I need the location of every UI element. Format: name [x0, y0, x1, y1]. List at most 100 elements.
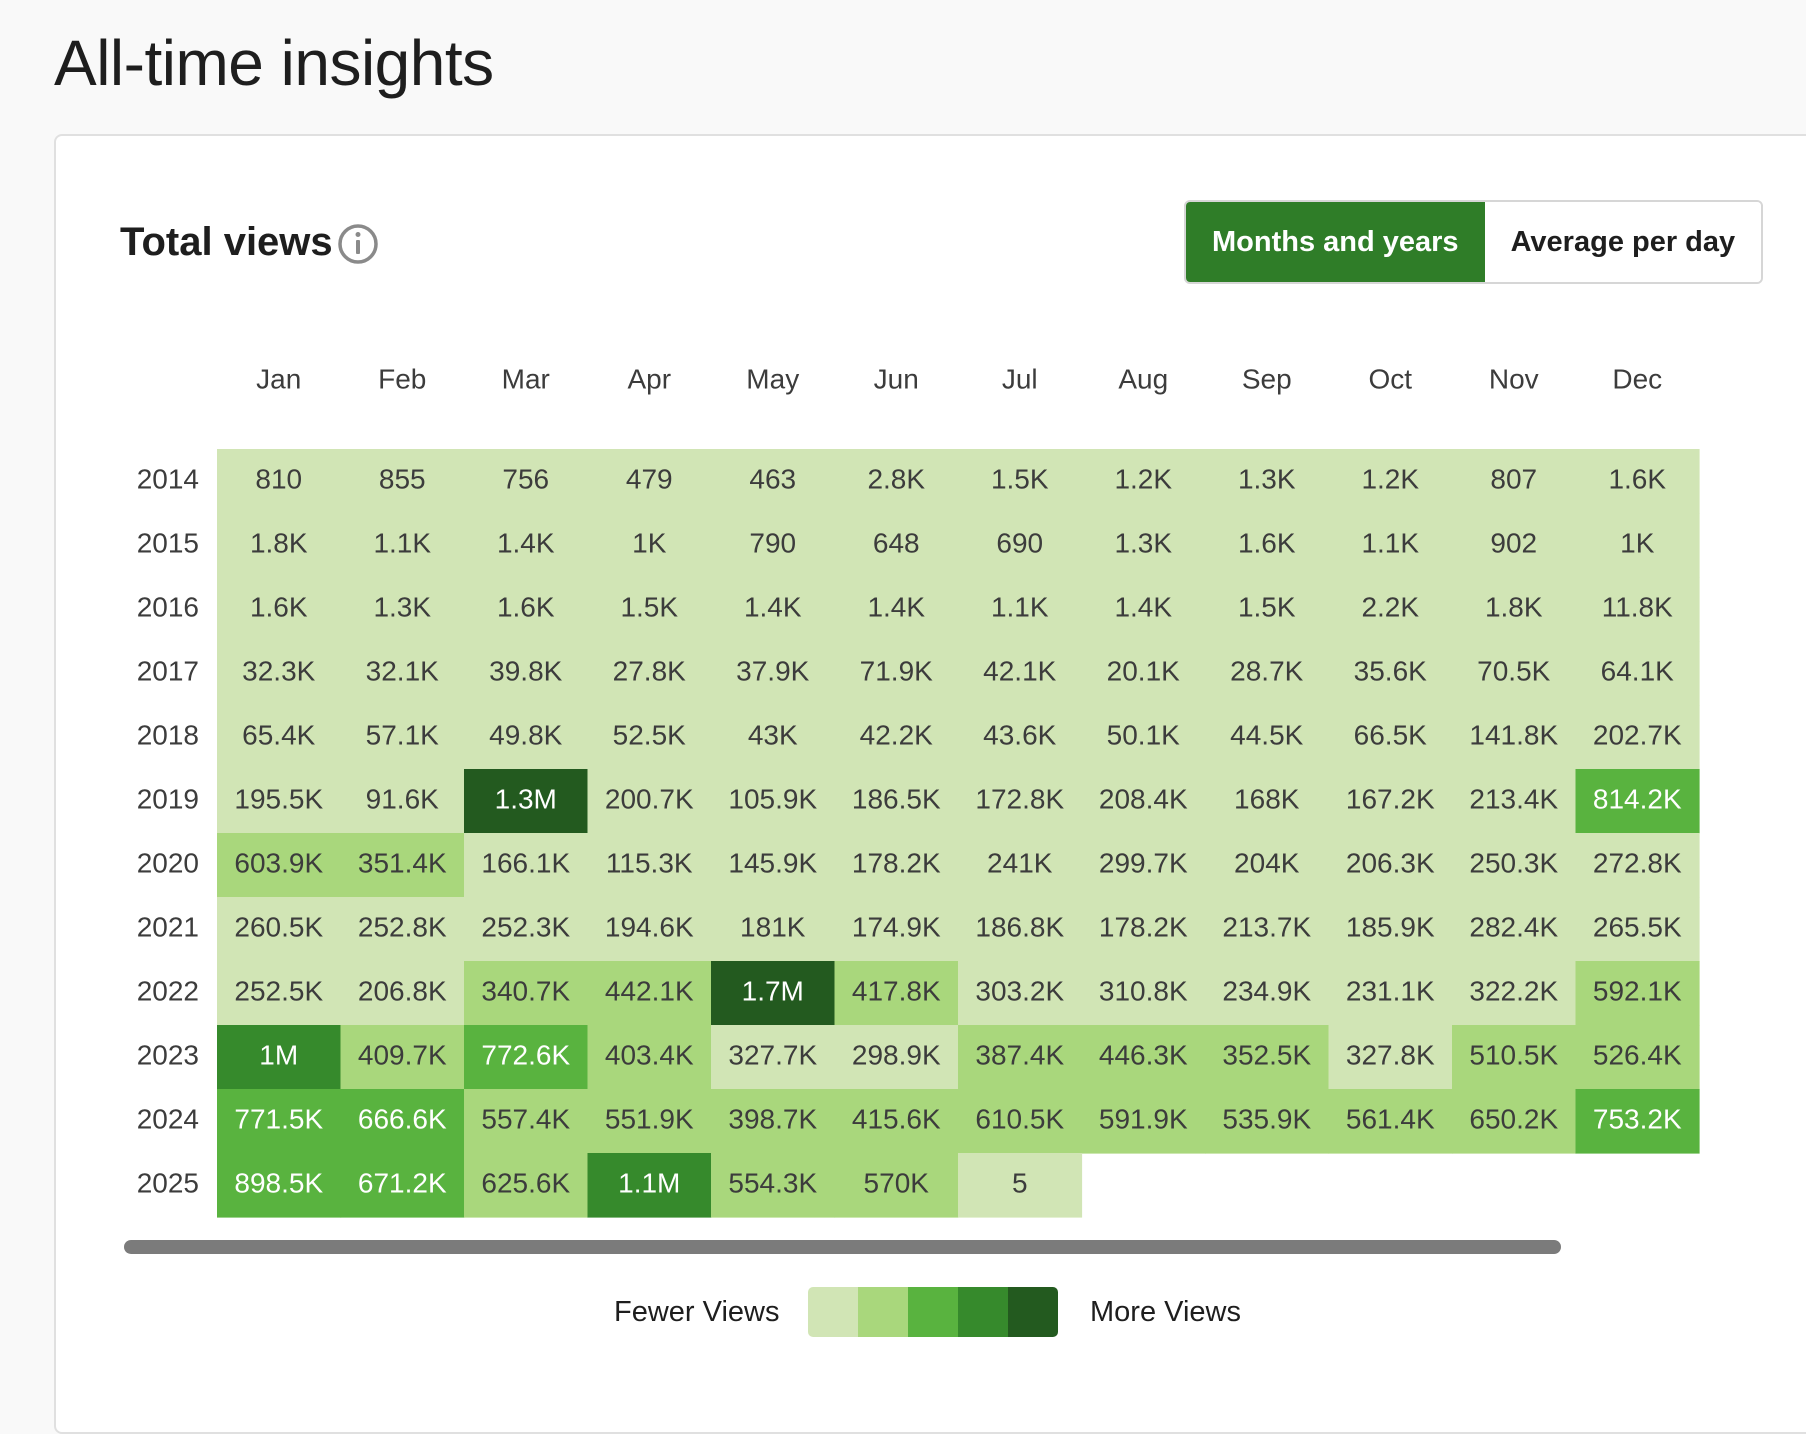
heatmap-cell[interactable]: [217, 897, 342, 962]
heatmap-cell[interactable]: [711, 833, 836, 898]
heatmap-cell[interactable]: [340, 1025, 465, 1090]
heatmap-cell[interactable]: [711, 961, 836, 1026]
heatmap-cell[interactable]: [464, 897, 589, 962]
heatmap-cell[interactable]: [340, 897, 465, 962]
heatmap-cell[interactable]: [834, 705, 959, 770]
heatmap-cell[interactable]: [587, 577, 712, 642]
heatmap-cell[interactable]: [1452, 705, 1577, 770]
heatmap-cell[interactable]: [958, 1153, 1083, 1218]
heatmap-cell[interactable]: [587, 1025, 712, 1090]
heatmap-cell[interactable]: [1328, 449, 1453, 514]
heatmap-cell[interactable]: [217, 513, 342, 578]
heatmap-cell[interactable]: [1205, 641, 1330, 706]
heatmap-cell[interactable]: [1575, 833, 1700, 898]
heatmap-cell[interactable]: [1328, 705, 1453, 770]
heatmap-cell[interactable]: [1452, 1025, 1577, 1090]
heatmap-cell[interactable]: [1452, 897, 1577, 962]
heatmap-cell[interactable]: [217, 449, 342, 514]
heatmap-cell[interactable]: [1575, 897, 1700, 962]
heatmap-cell[interactable]: [958, 897, 1083, 962]
heatmap-cell[interactable]: [711, 513, 836, 578]
heatmap-cell[interactable]: [217, 641, 342, 706]
heatmap-cell[interactable]: [340, 769, 465, 834]
heatmap-cell[interactable]: [587, 513, 712, 578]
heatmap-cell[interactable]: [1328, 833, 1453, 898]
heatmap-cell[interactable]: [958, 449, 1083, 514]
heatmap-cell[interactable]: [340, 1153, 465, 1218]
heatmap-cell[interactable]: [340, 513, 465, 578]
heatmap-cell[interactable]: [1328, 513, 1453, 578]
heatmap-cell[interactable]: [711, 1089, 836, 1154]
heatmap-cell[interactable]: [1328, 1089, 1453, 1154]
heatmap-cell[interactable]: [711, 577, 836, 642]
heatmap-cell[interactable]: [1081, 449, 1206, 514]
heatmap-cell[interactable]: [958, 641, 1083, 706]
heatmap-cell[interactable]: [1328, 897, 1453, 962]
heatmap-cell[interactable]: [958, 961, 1083, 1026]
heatmap-cell[interactable]: [834, 1025, 959, 1090]
heatmap-cell[interactable]: [340, 449, 465, 514]
heatmap-cell[interactable]: [1081, 513, 1206, 578]
heatmap-cell[interactable]: [711, 769, 836, 834]
heatmap-cell[interactable]: [1452, 1089, 1577, 1154]
heatmap-cell[interactable]: [1205, 1025, 1330, 1090]
heatmap-cell[interactable]: [1452, 577, 1577, 642]
heatmap-cell[interactable]: [217, 577, 342, 642]
heatmap-cell[interactable]: [711, 897, 836, 962]
heatmap-cell[interactable]: [1575, 1089, 1700, 1154]
heatmap-cell[interactable]: [464, 1153, 589, 1218]
heatmap-cell[interactable]: [217, 705, 342, 770]
heatmap-cell[interactable]: [587, 833, 712, 898]
heatmap-cell[interactable]: [834, 833, 959, 898]
heatmap-cell[interactable]: [217, 769, 342, 834]
heatmap-cell[interactable]: [340, 577, 465, 642]
info-icon[interactable]: [336, 222, 380, 266]
heatmap-cell[interactable]: [834, 1153, 959, 1218]
heatmap-cell[interactable]: [464, 1025, 589, 1090]
heatmap-cell[interactable]: [711, 1153, 836, 1218]
heatmap-cell[interactable]: [587, 897, 712, 962]
heatmap-cell[interactable]: [464, 833, 589, 898]
heatmap-cell[interactable]: [464, 577, 589, 642]
heatmap-cell[interactable]: [464, 769, 589, 834]
heatmap-cell[interactable]: [958, 577, 1083, 642]
heatmap-cell[interactable]: [1205, 1089, 1330, 1154]
heatmap-cell[interactable]: [958, 705, 1083, 770]
heatmap-cell[interactable]: [340, 641, 465, 706]
heatmap-cell[interactable]: [1575, 577, 1700, 642]
heatmap-cell[interactable]: [834, 449, 959, 514]
heatmap-cell[interactable]: [464, 1089, 589, 1154]
heatmap-cell[interactable]: [587, 961, 712, 1026]
heatmap-cell[interactable]: [958, 513, 1083, 578]
heatmap-cell[interactable]: [1328, 577, 1453, 642]
heatmap-cell[interactable]: [958, 769, 1083, 834]
heatmap-cell[interactable]: [834, 769, 959, 834]
heatmap-cell[interactable]: [1328, 961, 1453, 1026]
heatmap-cell[interactable]: [1205, 769, 1330, 834]
heatmap-cell[interactable]: [958, 1089, 1083, 1154]
heatmap-cell[interactable]: [464, 641, 589, 706]
heatmap-cell[interactable]: [340, 833, 465, 898]
heatmap-cell[interactable]: [1575, 1025, 1700, 1090]
heatmap-cell[interactable]: [340, 1089, 465, 1154]
heatmap-cell[interactable]: [587, 1089, 712, 1154]
heatmap-cell[interactable]: [958, 833, 1083, 898]
heatmap-cell[interactable]: [340, 961, 465, 1026]
heatmap-cell[interactable]: [217, 833, 342, 898]
heatmap-cell[interactable]: [1452, 641, 1577, 706]
heatmap-cell[interactable]: [711, 641, 836, 706]
heatmap-cell[interactable]: [217, 1025, 342, 1090]
heatmap-cell[interactable]: [587, 1153, 712, 1218]
heatmap-cell[interactable]: [1575, 961, 1700, 1026]
heatmap-cell[interactable]: [834, 513, 959, 578]
heatmap-cell[interactable]: [1205, 705, 1330, 770]
heatmap-cell[interactable]: [1575, 705, 1700, 770]
heatmap-cell[interactable]: [340, 705, 465, 770]
heatmap-cell[interactable]: [217, 1089, 342, 1154]
heatmap-cell[interactable]: [464, 961, 589, 1026]
heatmap-cell[interactable]: [587, 769, 712, 834]
heatmap-cell[interactable]: [711, 705, 836, 770]
heatmap-cell[interactable]: [711, 449, 836, 514]
heatmap-cell[interactable]: [711, 1025, 836, 1090]
heatmap-cell[interactable]: [1575, 449, 1700, 514]
